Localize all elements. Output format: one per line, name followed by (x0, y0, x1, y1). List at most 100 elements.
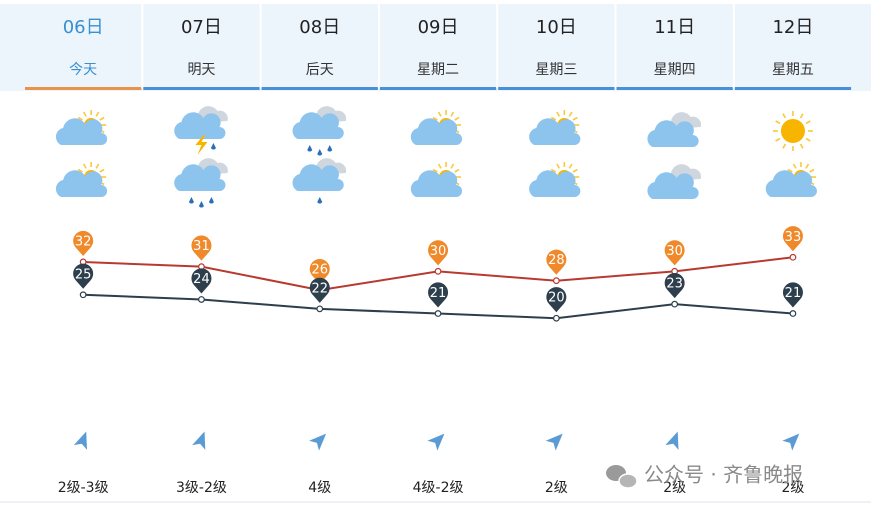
tab-underline (25, 87, 142, 90)
sun-ray (437, 163, 442, 169)
wind-label: 3级-2级 (176, 480, 227, 496)
wind-arrow (73, 431, 87, 450)
value-label: 30 (666, 244, 683, 259)
day-label: 星期五 (772, 62, 814, 78)
sun-ray (550, 116, 557, 121)
wind-arrow (665, 431, 679, 450)
tab-underline (616, 87, 733, 90)
cloud (765, 170, 817, 197)
sun-ray (568, 111, 573, 117)
rain-drop (317, 149, 323, 156)
pin-marker (309, 277, 330, 303)
sun-ray (82, 163, 87, 169)
sun-ray (99, 116, 105, 121)
weather-icon (529, 110, 581, 145)
sun-ray (99, 168, 105, 173)
value-label: 30 (430, 244, 447, 259)
point (79, 291, 87, 299)
sun-ray (775, 137, 781, 142)
pin-marker (428, 240, 449, 266)
sun-ray (450, 163, 455, 169)
day-label: 后天 (306, 62, 334, 78)
value-label: 25 (75, 267, 92, 282)
cloud (529, 170, 581, 197)
value-label: 23 (666, 277, 683, 292)
cloud (647, 120, 699, 147)
pin-marker (664, 240, 685, 266)
weather-icon (529, 162, 581, 197)
sun-ray (799, 143, 804, 149)
sun-ray (432, 116, 438, 121)
date-label: 10日 (536, 17, 577, 38)
sun-ray (437, 111, 442, 117)
weather-icon (55, 110, 108, 145)
cloud (292, 164, 344, 191)
point (434, 310, 442, 317)
value-label: 32 (75, 234, 92, 249)
day-label: 明天 (187, 62, 215, 78)
tab-underline (261, 87, 378, 90)
weather-icon (292, 106, 347, 156)
value-label: 20 (548, 291, 565, 306)
sun-ray (799, 113, 804, 119)
rain-drop (198, 201, 204, 208)
cloud (647, 172, 699, 199)
pin-marker (546, 287, 567, 313)
wind-arrow (192, 431, 206, 450)
day-label: 星期四 (654, 62, 696, 78)
sun (780, 119, 805, 143)
tab-underline (498, 87, 615, 90)
pin-marker (782, 226, 803, 252)
sun-ray (805, 137, 811, 142)
sun-ray (568, 163, 573, 169)
weather-icon (292, 158, 347, 204)
pin-marker (309, 258, 330, 285)
date-label: 06日 (63, 17, 104, 38)
pin-marker (191, 268, 212, 294)
day-label: 今天 (69, 62, 97, 78)
weather-icon (174, 106, 228, 155)
wind-label: 4级-2级 (413, 480, 464, 496)
cloud (174, 164, 226, 191)
cloud (410, 118, 463, 145)
point (316, 305, 324, 313)
rain-drop (188, 197, 194, 204)
rain-drop (307, 145, 313, 152)
pin-marker (664, 273, 685, 299)
watermark: 公众号 · 齐鲁晚报 (606, 463, 803, 489)
pin-marker (428, 282, 449, 308)
cloud (55, 118, 108, 145)
weather-icon (772, 111, 813, 151)
value-label: 33 (785, 230, 802, 245)
value-label: 21 (430, 286, 447, 301)
value-label: 31 (193, 239, 210, 254)
sun-ray (556, 111, 561, 117)
point (671, 300, 679, 308)
wind-label: 2级 (781, 480, 804, 496)
wind-label: 2级-3级 (58, 480, 109, 496)
weather-icon (55, 162, 108, 197)
date-label: 07日 (181, 17, 222, 38)
value-label: 21 (785, 286, 802, 301)
wind-arrow (427, 433, 445, 451)
weather-icon (410, 110, 463, 145)
weather-icon (647, 112, 702, 147)
wind-arrow (309, 433, 327, 451)
value-label: 24 (193, 272, 210, 287)
sun-ray (77, 116, 83, 121)
weather-icon (765, 162, 817, 197)
date-label: 12日 (772, 17, 813, 38)
lightning (195, 135, 208, 155)
rain-drop (317, 197, 323, 204)
sun-ray (805, 120, 811, 125)
weather-icon (410, 162, 463, 197)
sun-ray (550, 168, 557, 173)
sun-ray (82, 111, 87, 117)
sun-ray (432, 168, 438, 173)
point (198, 296, 205, 303)
wind-arrow (782, 433, 800, 451)
weather-icon (174, 158, 228, 208)
tab-underline (143, 87, 260, 90)
value-label: 22 (311, 281, 328, 296)
